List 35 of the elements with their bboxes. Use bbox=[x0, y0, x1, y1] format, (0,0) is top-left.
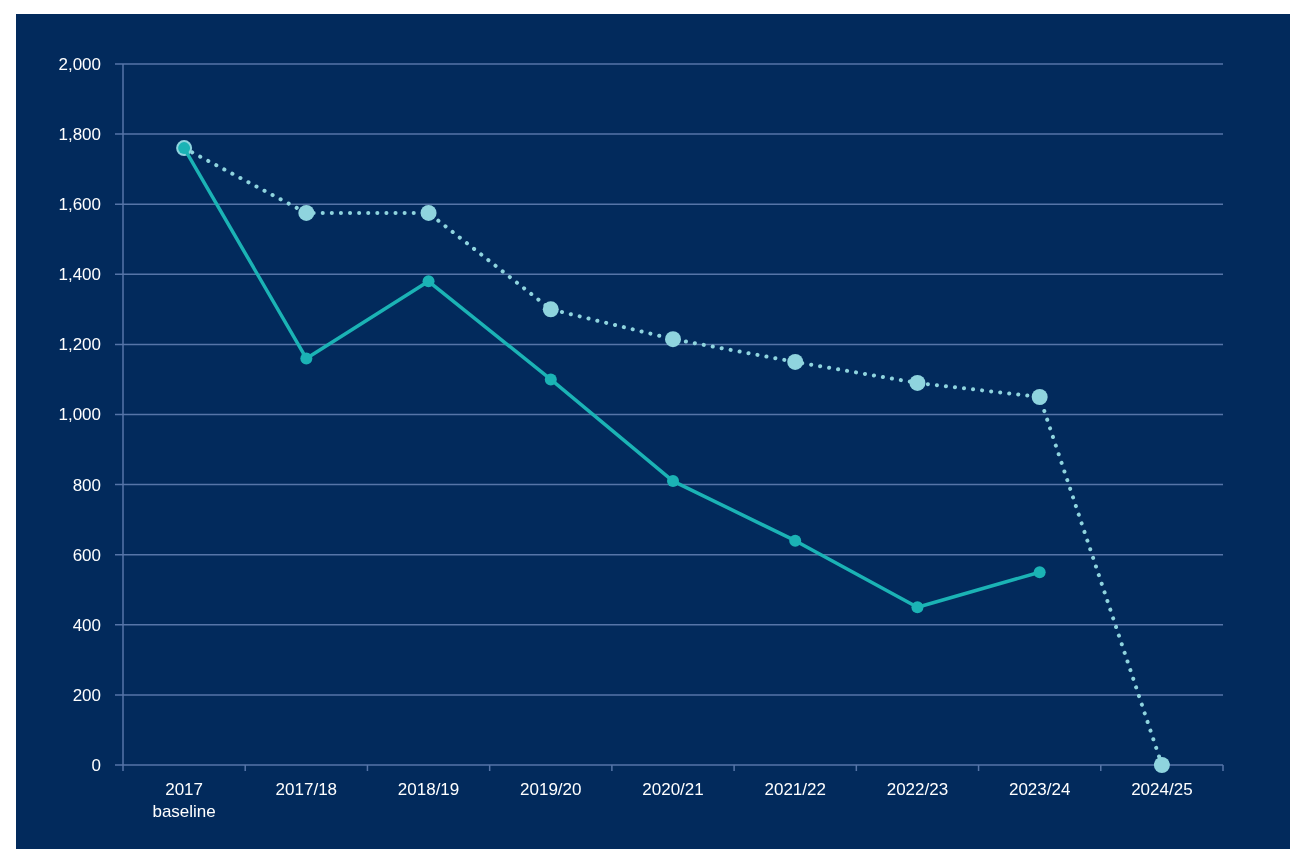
y-tick-label: 1,400 bbox=[58, 265, 101, 285]
y-tick-label: 1,000 bbox=[58, 405, 101, 425]
y-tick-label: 200 bbox=[72, 685, 101, 705]
x-tick-label: 2022/23 bbox=[886, 780, 949, 799]
point bbox=[667, 475, 679, 488]
point bbox=[542, 301, 559, 318]
point bbox=[300, 352, 313, 365]
point bbox=[544, 373, 557, 386]
x-tick-label: 2021/22 bbox=[764, 780, 826, 799]
y-tick-label: 1,200 bbox=[58, 335, 101, 355]
point bbox=[787, 353, 804, 370]
y-tick-label: 400 bbox=[72, 615, 101, 635]
x-tick-label: 2018/19 bbox=[397, 780, 460, 799]
y-tick-label: 1,600 bbox=[58, 195, 101, 215]
point bbox=[665, 331, 681, 348]
y-tick-label: 600 bbox=[72, 545, 101, 565]
x-tick-label: 2017/18 bbox=[275, 780, 338, 799]
point bbox=[298, 204, 315, 221]
point bbox=[420, 204, 437, 221]
point bbox=[909, 374, 926, 391]
point bbox=[911, 601, 924, 614]
point bbox=[789, 534, 802, 547]
x-tick-label: 2023/24 bbox=[1008, 780, 1071, 799]
point bbox=[1153, 757, 1170, 773]
y-tick-label: 0 bbox=[91, 755, 101, 775]
x-tick-label: 2024/25 bbox=[1131, 780, 1193, 799]
y-tick-label: 2,000 bbox=[58, 54, 101, 74]
x-tick-label: 2017 baseline bbox=[152, 780, 216, 822]
point bbox=[1033, 566, 1046, 579]
x-tick-label: 2019/20 bbox=[520, 780, 582, 799]
y-tick-label: 800 bbox=[72, 475, 101, 495]
x-tick-label: 2020/21 bbox=[642, 780, 704, 799]
y-tick-label: 1,800 bbox=[58, 125, 101, 145]
point bbox=[1031, 388, 1048, 405]
point bbox=[422, 275, 435, 288]
